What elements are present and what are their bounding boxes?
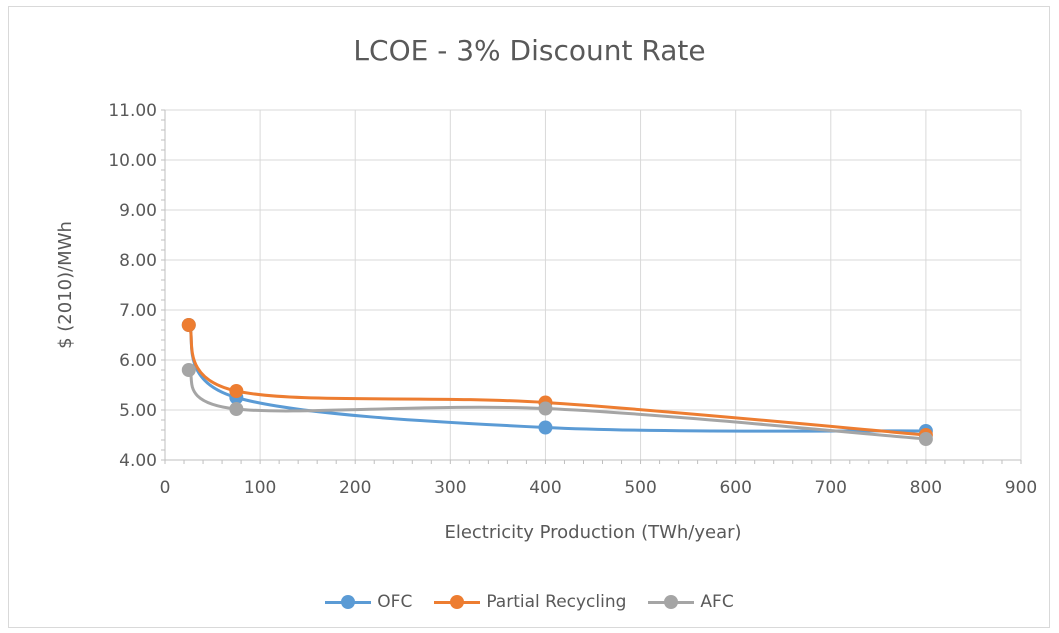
x-tick-label: 800: [910, 478, 942, 498]
legend-label: Partial Recycling: [486, 592, 627, 612]
data-point-afc: [229, 402, 244, 416]
x-tick-label: 900: [1005, 478, 1037, 498]
x-tick-label: 200: [339, 478, 371, 498]
legend-item-ofc: OFC: [325, 592, 412, 612]
y-tick-label: 6.00: [119, 351, 157, 371]
series-line-afc: [187, 368, 927, 441]
x-tick-label: 300: [434, 478, 466, 498]
y-tick-label: 4.00: [119, 451, 157, 471]
data-point-partial-recycling: [181, 318, 196, 332]
y-tick-label: 10.00: [108, 151, 157, 171]
legend-swatch: [434, 594, 481, 610]
data-point-afc: [918, 432, 933, 446]
legend-label: OFC: [377, 592, 413, 612]
legend: OFC Partial Recycling AFC: [0, 592, 1059, 616]
legend-swatch: [648, 594, 695, 610]
data-point-ofc: [538, 420, 553, 435]
data-point-partial-recycling: [229, 384, 244, 398]
x-axis-title: Electricity Production (TWh/year): [444, 522, 741, 543]
legend-item-partial-recycling: Partial Recycling: [434, 592, 626, 612]
y-tick-label: 9.00: [119, 201, 157, 221]
y-tick-label: 5.00: [119, 401, 157, 421]
x-tick-label: 400: [529, 478, 561, 498]
chart-title: LCOE - 3% Discount Rate: [353, 34, 706, 67]
series-line-partial-recycling: [187, 324, 927, 437]
x-tick-label: 700: [815, 478, 847, 498]
legend-label: AFC: [700, 592, 734, 612]
y-tick-label: 7.00: [119, 301, 157, 321]
data-point-afc: [181, 363, 196, 377]
data-point-afc: [538, 401, 553, 416]
x-tick-label: 500: [624, 478, 656, 498]
y-axis-title: $ (2010)/MWh: [55, 221, 76, 349]
x-tick-label: 0: [160, 478, 171, 498]
legend-item-afc: AFC: [648, 592, 734, 612]
x-tick-label: 100: [244, 478, 276, 498]
series-line-ofc: [187, 324, 926, 433]
y-tick-label: 8.00: [119, 251, 157, 271]
x-tick-label: 600: [719, 478, 751, 498]
y-tick-label: 11.00: [108, 101, 157, 121]
legend-swatch: [325, 594, 372, 610]
